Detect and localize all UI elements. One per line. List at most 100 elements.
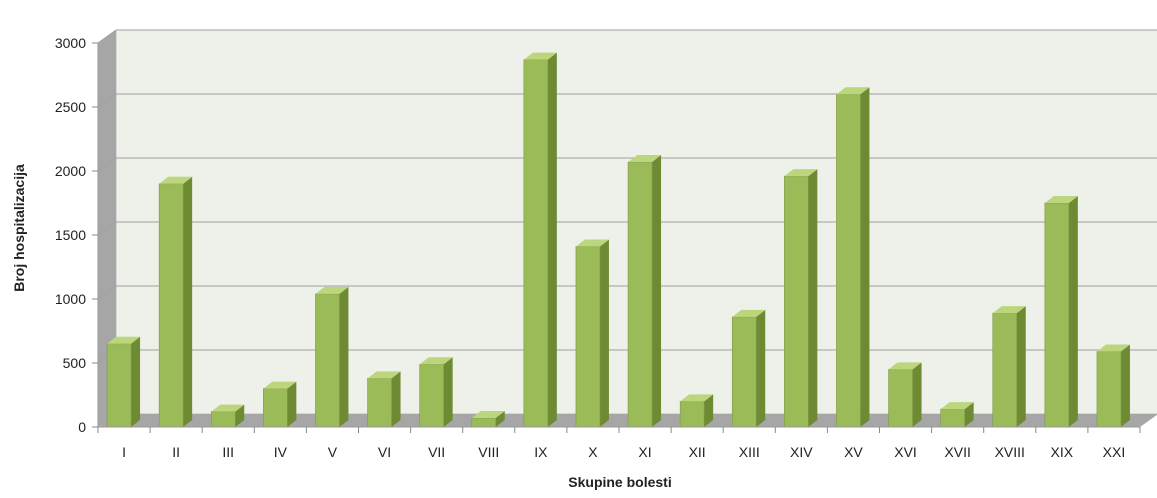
gridline-side <box>97 93 117 108</box>
x-tick-label: XIII <box>739 444 760 460</box>
bar-X <box>575 239 609 428</box>
bar-XIII <box>731 309 766 428</box>
x-axis-ticks: I II III IV V VI VII VIII IX X XI XII XIII XIV XV XVI XV… <box>97 426 1141 460</box>
bar-side <box>339 286 349 427</box>
bar-VI <box>367 371 401 428</box>
bar-XXI <box>1096 344 1130 428</box>
bar-side <box>495 411 505 427</box>
bar-top <box>263 381 297 389</box>
x-tick-label: III <box>222 444 234 460</box>
bar-front <box>471 417 497 428</box>
y-axis-ticks: 0 500 1000 1500 2000 2500 3000 <box>55 35 99 435</box>
x-tick-label: XIX <box>1051 444 1074 460</box>
bar-front <box>106 343 132 428</box>
x-tick-label: XII <box>689 444 706 460</box>
bar-side <box>183 176 193 427</box>
bar-XVII <box>940 402 974 428</box>
bar-XVI <box>888 362 922 428</box>
bar-front <box>263 388 288 428</box>
bar-front <box>992 312 1018 428</box>
bar-top <box>211 404 245 412</box>
x-tick-label: XVII <box>944 444 970 460</box>
bar-front <box>836 93 861 428</box>
y-tick-label: 500 <box>63 355 87 371</box>
bar-side <box>964 402 974 427</box>
bar-XV <box>836 87 870 428</box>
bar-front <box>731 316 757 428</box>
bar-front <box>679 401 705 428</box>
x-tick-label: XI <box>638 444 651 460</box>
x-tick-label: VI <box>378 444 391 460</box>
bar-XIX <box>1044 196 1078 428</box>
bar-front <box>158 183 184 428</box>
x-tick-label: I <box>122 444 126 460</box>
bar-top <box>992 306 1026 314</box>
bar-side <box>704 394 714 427</box>
bar-top <box>1096 344 1130 352</box>
x-tick-label: V <box>328 444 338 460</box>
y-tick-label: 2500 <box>55 99 86 115</box>
x-tick-label: VII <box>428 444 445 460</box>
y-tick-label: 1000 <box>55 291 86 307</box>
y-tick-label: 1500 <box>55 227 86 243</box>
bar-top <box>1044 196 1078 203</box>
bar-front <box>627 161 653 428</box>
bar-top <box>888 362 922 370</box>
y-tick-label: 0 <box>78 419 86 435</box>
x-tick-label: XVIII <box>995 444 1025 460</box>
x-tick-label: XV <box>844 444 863 460</box>
bar-top <box>940 402 974 410</box>
bar-I <box>106 336 141 428</box>
bar-side <box>599 239 609 427</box>
bar-side <box>1068 196 1078 427</box>
x-tick-label: II <box>172 444 180 460</box>
bar-side <box>391 371 401 427</box>
bar-XIV <box>784 169 818 428</box>
x-tick-label: IV <box>274 444 288 460</box>
bar-top <box>680 394 714 402</box>
gridline-side <box>97 157 117 172</box>
bar-top <box>471 411 505 419</box>
y-tick-label: 2000 <box>55 163 86 179</box>
bar-side <box>756 309 766 427</box>
x-tick-label: IX <box>534 444 548 460</box>
bar-top <box>732 309 766 317</box>
bar-side <box>287 381 297 427</box>
y-axis-title: Broj hospitalizacija <box>11 164 27 292</box>
x-tick-label: XIV <box>790 444 813 460</box>
bar-top <box>107 336 141 344</box>
bar-top <box>315 286 349 294</box>
bar-side <box>912 362 922 427</box>
bar-front <box>523 59 549 428</box>
bar-IV <box>263 381 297 428</box>
bar-side <box>808 169 818 427</box>
bar-top <box>523 52 557 60</box>
bar-side <box>547 52 557 427</box>
bar-top <box>159 176 193 184</box>
gridline-side <box>97 29 117 44</box>
bar-top <box>628 155 662 163</box>
bar-XVIII <box>992 306 1026 428</box>
bar-front <box>784 175 809 428</box>
x-axis-title: Skupine bolesti <box>568 474 671 490</box>
bar-top <box>784 169 818 177</box>
bar-front <box>575 246 601 428</box>
gridline-side <box>97 285 117 300</box>
bar-front <box>210 411 236 428</box>
bars <box>106 52 1130 428</box>
bar-XI <box>627 155 662 428</box>
bar-III <box>210 404 245 428</box>
bar-side <box>443 357 453 427</box>
bar-II <box>158 176 193 428</box>
bar-front <box>419 363 444 428</box>
x-tick-label: VIII <box>478 444 499 460</box>
bar-side <box>1120 344 1130 427</box>
bar-top <box>419 357 453 365</box>
bar-V <box>315 286 349 428</box>
bar-VII <box>419 357 453 428</box>
bar-XII <box>679 394 714 428</box>
bar-front <box>1096 351 1122 428</box>
bar-front <box>940 408 965 428</box>
